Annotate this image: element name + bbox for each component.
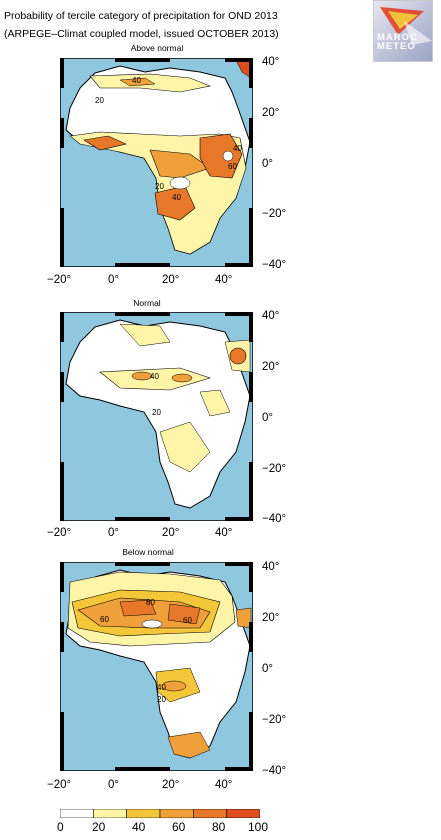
colorbar-swatch (226, 808, 261, 819)
panel-title-normal: Normal (133, 298, 161, 308)
contour-label: 60 (228, 162, 237, 171)
contour-label: 20 (95, 96, 104, 105)
lat-tick: 40° (262, 561, 280, 573)
contour-label: 80 (146, 598, 155, 607)
contour-label: 60 (183, 616, 192, 625)
lon-tick: 20° (162, 779, 180, 791)
colorbar-label: 20 (92, 820, 106, 834)
colorbar-swatch (126, 808, 161, 819)
lon-tick: 40° (215, 274, 233, 286)
lat-tick: −20° (262, 463, 287, 475)
logo-text-line2: METEO (377, 41, 416, 52)
colorbar-label: 80 (212, 820, 226, 834)
panel-title-above-normal: Above normal (130, 43, 184, 53)
lat-tick: 20° (262, 612, 280, 624)
logo-text-line1: MAROC (377, 32, 418, 43)
lat-tick: 0° (262, 412, 273, 424)
colorbar (59, 805, 261, 823)
lat-tick: 0° (262, 663, 273, 675)
contour-label: 20 (152, 408, 161, 417)
colorbar-swatch (93, 808, 127, 819)
figure-title: Probability of tercile category of preci… (4, 10, 278, 22)
lat-tick: 40° (262, 310, 280, 322)
lat-tick: 20° (262, 361, 280, 373)
lat-tick: 0° (262, 158, 273, 170)
colorbar-swatch (193, 808, 227, 819)
lat-tick: 40° (262, 56, 280, 68)
contour-label: 20 (155, 182, 164, 191)
lon-tick: −20° (47, 527, 72, 539)
lon-tick: 40° (215, 779, 233, 791)
lon-tick: 20° (162, 527, 180, 539)
map-below-normal (60, 562, 253, 771)
lon-tick: 20° (162, 274, 180, 286)
colorbar-label: 60 (172, 820, 186, 834)
contour-label: 40 (233, 144, 242, 153)
contour-label: 40 (172, 193, 181, 202)
lat-tick: 20° (262, 107, 280, 119)
africa-landmass (65, 319, 251, 509)
lat-tick: −20° (262, 208, 287, 220)
contour-label: 60 (100, 615, 109, 624)
colorbar-swatches (59, 808, 261, 819)
lat-tick: −40° (262, 259, 287, 271)
logo-graphic-icon (380, 7, 432, 45)
map-above-normal (60, 58, 253, 267)
maroc-meteo-logo: MAROC METEO (373, 0, 433, 62)
colorbar-swatch (159, 808, 194, 819)
contour-label: 40 (150, 372, 159, 381)
colorbar-swatch (59, 808, 94, 819)
contour-label: 40 (157, 683, 166, 692)
lat-tick: −40° (262, 513, 287, 525)
figure-subtitle: (ARPEGE–Climat coupled model, issued OCT… (4, 28, 279, 40)
lon-tick: 0° (108, 274, 119, 286)
lon-tick: −20° (47, 779, 72, 791)
lon-tick: 40° (215, 527, 233, 539)
panel-title-below-normal: Below normal (122, 547, 174, 557)
lat-tick: −20° (262, 714, 287, 726)
colorbar-label: 0 (57, 820, 64, 834)
lat-tick: −40° (262, 765, 287, 777)
map-normal (60, 312, 253, 521)
colorbar-label: 40 (132, 820, 146, 834)
contour-label: 40 (132, 76, 141, 85)
colorbar-label: 100 (248, 820, 269, 834)
contour-label: 20 (157, 695, 166, 704)
lon-tick: −20° (47, 274, 72, 286)
lon-tick: 0° (108, 527, 119, 539)
lon-tick: 0° (108, 779, 119, 791)
